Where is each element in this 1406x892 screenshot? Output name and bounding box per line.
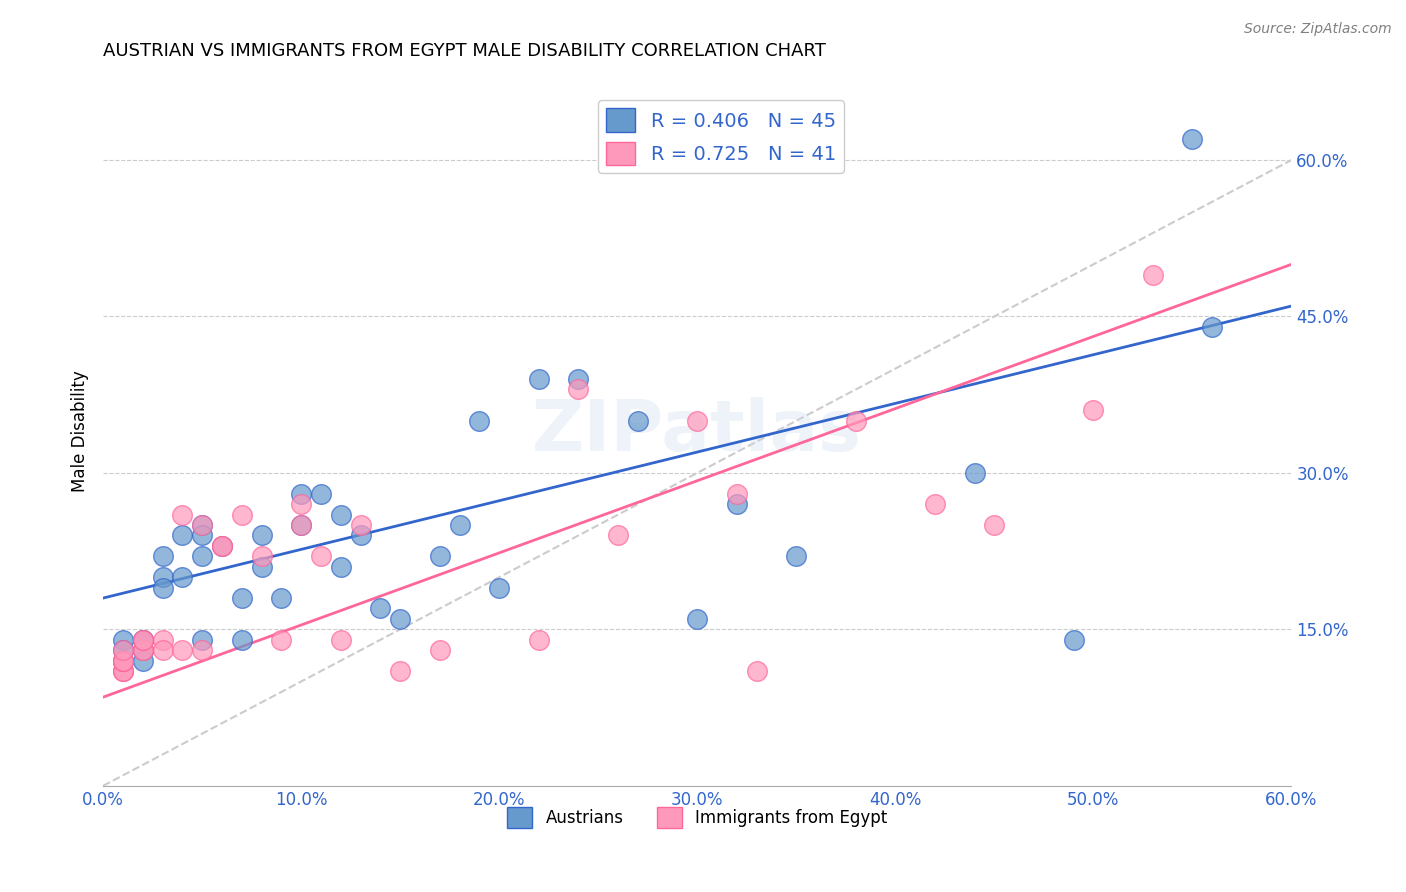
Point <box>488 581 510 595</box>
Point <box>111 664 134 678</box>
Point <box>191 549 214 564</box>
Point <box>686 414 709 428</box>
Point <box>231 508 253 522</box>
Point <box>527 632 550 647</box>
Point <box>250 559 273 574</box>
Point <box>231 591 253 605</box>
Point <box>211 539 233 553</box>
Point <box>627 414 650 428</box>
Point <box>567 383 589 397</box>
Point <box>389 664 412 678</box>
Point <box>152 643 174 657</box>
Point <box>449 518 471 533</box>
Point <box>111 654 134 668</box>
Point <box>132 632 155 647</box>
Point <box>567 372 589 386</box>
Point <box>845 414 868 428</box>
Point <box>111 664 134 678</box>
Text: AUSTRIAN VS IMMIGRANTS FROM EGYPT MALE DISABILITY CORRELATION CHART: AUSTRIAN VS IMMIGRANTS FROM EGYPT MALE D… <box>103 42 825 60</box>
Point <box>132 643 155 657</box>
Point <box>329 559 352 574</box>
Point <box>429 643 451 657</box>
Point <box>132 643 155 657</box>
Point <box>132 643 155 657</box>
Point <box>329 632 352 647</box>
Point <box>191 632 214 647</box>
Point <box>111 643 134 657</box>
Point <box>429 549 451 564</box>
Point <box>111 654 134 668</box>
Point <box>132 632 155 647</box>
Point <box>111 664 134 678</box>
Y-axis label: Male Disability: Male Disability <box>72 370 89 492</box>
Point <box>172 643 194 657</box>
Point <box>1083 403 1105 417</box>
Point <box>250 549 273 564</box>
Point <box>270 632 292 647</box>
Point <box>152 549 174 564</box>
Point <box>111 654 134 668</box>
Point <box>686 612 709 626</box>
Point <box>111 654 134 668</box>
Point <box>172 528 194 542</box>
Point <box>963 466 986 480</box>
Point <box>132 643 155 657</box>
Point <box>725 487 748 501</box>
Point <box>211 539 233 553</box>
Point <box>349 518 371 533</box>
Point <box>132 654 155 668</box>
Point <box>191 643 214 657</box>
Point <box>132 632 155 647</box>
Point <box>250 528 273 542</box>
Point <box>527 372 550 386</box>
Text: Source: ZipAtlas.com: Source: ZipAtlas.com <box>1244 22 1392 37</box>
Point <box>785 549 807 564</box>
Point <box>924 497 946 511</box>
Point <box>1063 632 1085 647</box>
Point <box>329 508 352 522</box>
Point <box>290 518 312 533</box>
Point <box>725 497 748 511</box>
Point <box>211 539 233 553</box>
Point <box>389 612 412 626</box>
Point <box>152 581 174 595</box>
Point <box>745 664 768 678</box>
Point <box>111 643 134 657</box>
Point <box>132 632 155 647</box>
Point <box>290 497 312 511</box>
Point <box>983 518 1005 533</box>
Point <box>290 487 312 501</box>
Point <box>152 570 174 584</box>
Point <box>1181 132 1204 146</box>
Point <box>349 528 371 542</box>
Point <box>290 518 312 533</box>
Point <box>111 654 134 668</box>
Point <box>309 487 332 501</box>
Point <box>1142 268 1164 282</box>
Point <box>191 518 214 533</box>
Point <box>172 508 194 522</box>
Point <box>191 518 214 533</box>
Text: ZIPatlas: ZIPatlas <box>533 397 862 466</box>
Point <box>152 632 174 647</box>
Point <box>370 601 392 615</box>
Legend: Austrians, Immigrants from Egypt: Austrians, Immigrants from Egypt <box>501 800 894 834</box>
Point <box>468 414 491 428</box>
Point <box>111 632 134 647</box>
Point <box>1201 319 1223 334</box>
Point <box>172 570 194 584</box>
Point <box>191 528 214 542</box>
Point <box>607 528 630 542</box>
Point <box>231 632 253 647</box>
Point <box>309 549 332 564</box>
Point <box>270 591 292 605</box>
